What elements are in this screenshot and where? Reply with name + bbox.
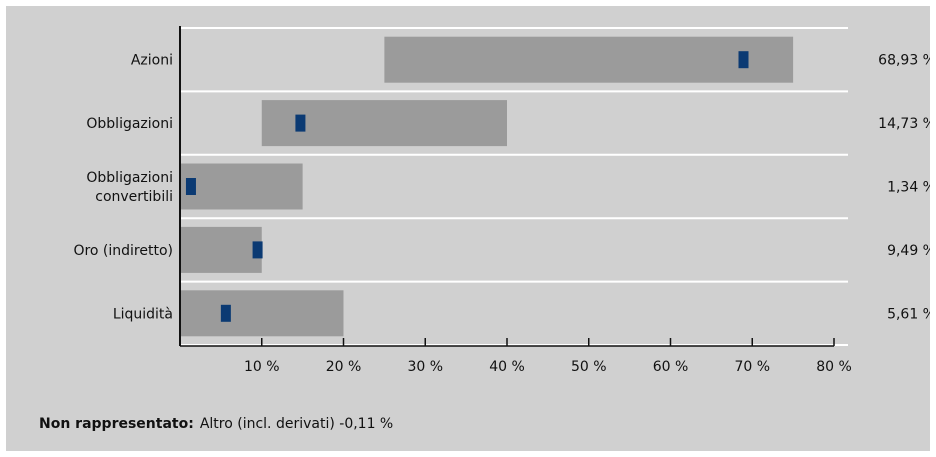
- category-label: Obbligazioni: [86, 116, 173, 132]
- value-marker: [185, 178, 196, 195]
- range-bar: [180, 163, 303, 210]
- range-bar: [384, 36, 794, 83]
- value-label: 68,93 %: [878, 53, 930, 69]
- value-marker: [738, 51, 749, 69]
- x-tick-label: 20 %: [326, 359, 362, 375]
- x-tick-label: 10 %: [244, 359, 280, 375]
- chart-panel: Azioni 68,93 % Obbligazioni 14,73 % Obbligaz…: [6, 6, 930, 451]
- value-label: 14,73 %: [878, 116, 930, 132]
- footnote-text: Altro (incl. derivati) -0,11 %: [199, 416, 394, 432]
- x-tick-label: 70 %: [734, 359, 770, 375]
- value-label: 9,49 %: [887, 243, 930, 259]
- category-label: convertibili: [95, 189, 173, 205]
- x-tick-label: 30 %: [407, 359, 443, 375]
- footnote-label: Non rappresentato:: [39, 416, 194, 432]
- x-tick-label: 80 %: [816, 359, 852, 375]
- category-label: Azioni: [131, 53, 173, 69]
- category-label: Liquidità: [113, 306, 173, 322]
- value-marker: [220, 304, 231, 322]
- value-label: 1,34 %: [887, 180, 930, 196]
- value-marker: [252, 241, 263, 259]
- range-bar: [180, 226, 262, 273]
- category-label: Oro (indiretto): [73, 243, 173, 259]
- category-label: Obbligazioni: [86, 170, 173, 186]
- x-tick-label: 50 %: [571, 359, 607, 375]
- value-label: 5,61 %: [887, 306, 930, 322]
- range-bar: [180, 290, 344, 337]
- x-tick-label: 60 %: [653, 359, 689, 375]
- allocation-chart: Azioni 68,93 % Obbligazioni 14,73 % Obbligaz…: [73, 26, 930, 375]
- x-tick-label: 40 %: [489, 359, 525, 375]
- value-marker: [295, 114, 306, 132]
- footnote: Non rappresentato: Altro (incl. derivati)…: [39, 416, 393, 432]
